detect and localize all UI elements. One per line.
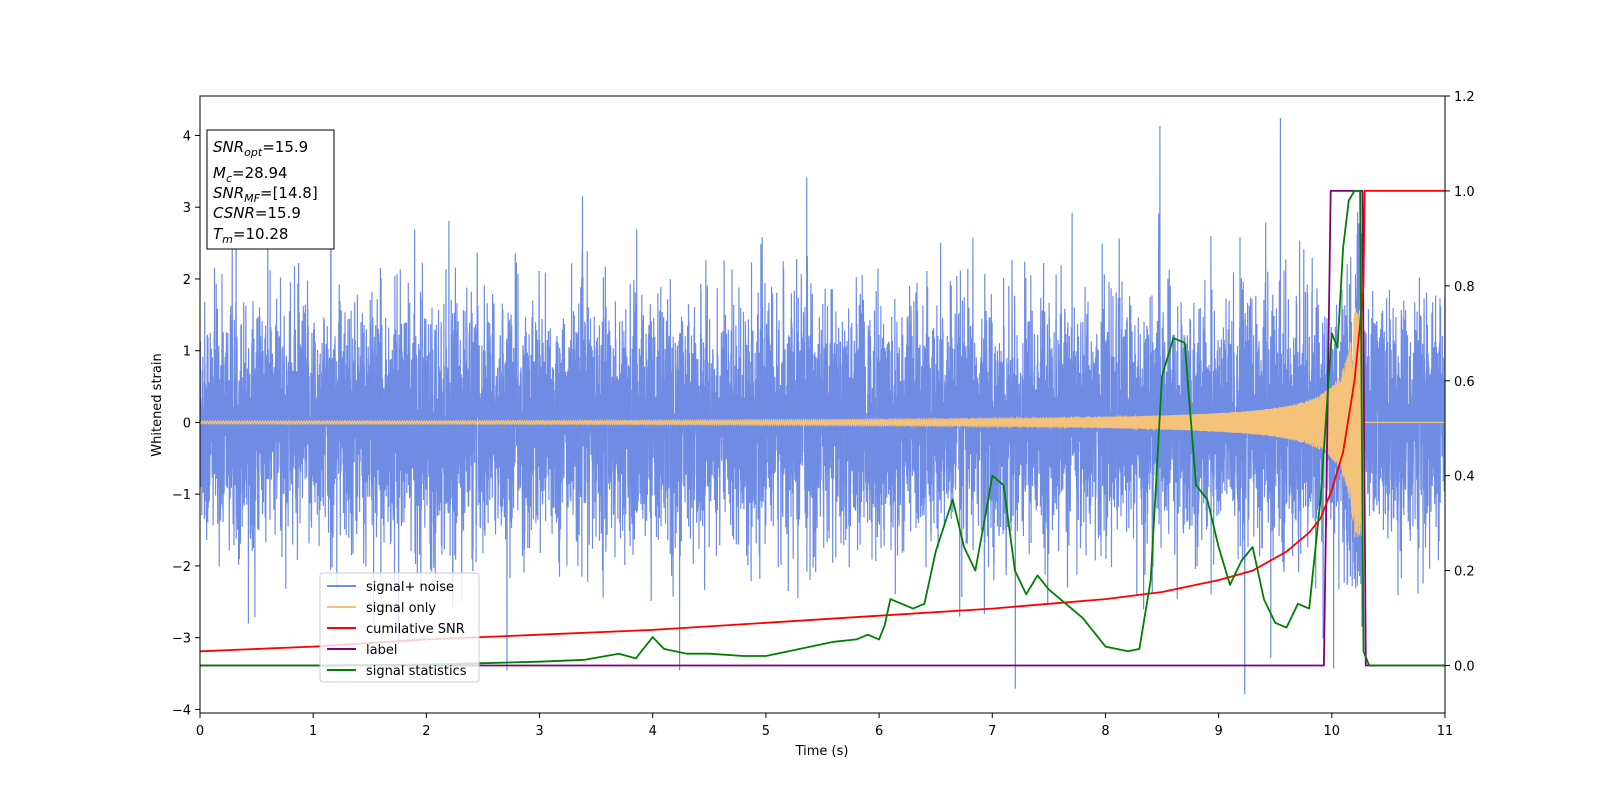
x-tick-label: 11: [1437, 724, 1454, 739]
signal-statistics-line: [200, 189, 1445, 667]
y-left-tick-label: −4: [172, 703, 191, 718]
annotation-line: Mc=28.94: [213, 164, 288, 185]
y-left-tick-label: 1: [183, 345, 191, 360]
y-left-tick-label: 0: [183, 416, 191, 431]
x-axis-ticks: 0 1 2 3 4 5 6 7 8 9 10 11: [196, 713, 1453, 739]
x-tick-label: 5: [762, 724, 770, 739]
signal-noise-line: [200, 117, 1445, 695]
y-right-tick-label: 1.0: [1454, 185, 1475, 200]
legend-label: signal statistics: [366, 664, 467, 679]
y-left-tick-label: −1: [172, 488, 191, 503]
y-left-tick-label: −3: [172, 632, 191, 647]
y-right-tick-label: 0.0: [1454, 660, 1475, 675]
legend-label: signal+ noise: [366, 580, 454, 595]
legend-label: signal only: [366, 601, 436, 616]
annotation-line: SNRMF=[14.8]: [213, 184, 318, 205]
y-left-tick-label: 4: [183, 129, 191, 144]
signal-only-line: [200, 307, 1445, 538]
x-tick-label: 6: [875, 724, 883, 739]
right-axis-series: [200, 189, 1445, 667]
legend-box: [319, 572, 480, 683]
x-tick-label: 1: [309, 724, 317, 739]
y-right-tick-label: 0.4: [1454, 470, 1475, 485]
y-axis-left-ticks: 4 3 2 1 0 −1 −2 −3 −4: [172, 129, 200, 718]
y-left-tick-label: −2: [172, 560, 191, 575]
cumulative-snr-line: [200, 189, 1445, 653]
legend-label: cumilative SNR: [366, 622, 465, 637]
y-right-tick-label: 1.2: [1454, 90, 1475, 105]
stats-annotation: SNRopt=15.9 Mc=28.94SNRMF=[14.8]CSNR=15.9…: [206, 129, 335, 250]
y-right-tick-label: 0.6: [1454, 375, 1475, 390]
y-left-tick-label: 2: [183, 273, 191, 288]
axes-frame: [199, 95, 1446, 714]
annotation-line: SNRopt=15.9: [213, 138, 308, 159]
signal-noise-series: [200, 117, 1445, 695]
x-tick-label: 8: [1101, 724, 1109, 739]
x-tick-label: 4: [649, 724, 657, 739]
annotation-line: CSNR=15.9: [213, 204, 301, 222]
x-tick-label: 3: [535, 724, 543, 739]
legend: signal+ noise signal only cumilative SNR la…: [319, 572, 480, 683]
y-right-tick-label: 0.2: [1454, 565, 1475, 580]
y-axis-title: Whitened strain: [150, 353, 165, 456]
y-right-tick-label: 0.8: [1454, 280, 1475, 295]
legend-label: label: [366, 643, 397, 658]
y-axis-right-ticks: 1.2 1.0 0.8 0.6 0.4 0.2 0.0: [1445, 90, 1475, 675]
signal-only-series: [200, 307, 1445, 538]
x-tick-label: 10: [1324, 724, 1341, 739]
x-axis-title: Time (s): [795, 744, 849, 759]
x-tick-label: 9: [1214, 724, 1222, 739]
x-tick-label: 7: [988, 724, 996, 739]
x-tick-label: 0: [196, 724, 204, 739]
annotation-box: [206, 129, 335, 250]
plot-area: [200, 117, 1445, 695]
y-left-tick-label: 3: [183, 201, 191, 216]
x-tick-label: 2: [422, 724, 430, 739]
annotation-line: Tm=10.28: [213, 225, 288, 246]
